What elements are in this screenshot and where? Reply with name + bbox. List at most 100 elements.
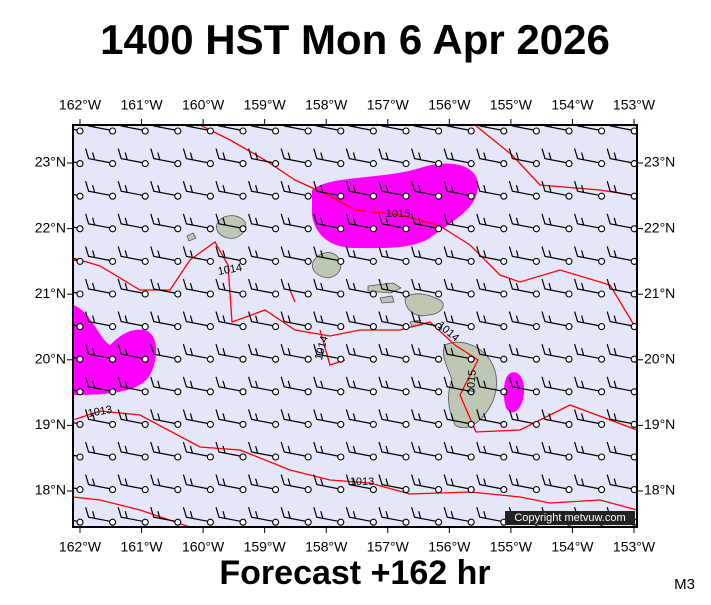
wind-barb bbox=[476, 181, 501, 196]
station bbox=[174, 453, 182, 461]
lat-label: 21°N bbox=[644, 285, 675, 301]
station bbox=[598, 486, 606, 494]
wind-barb bbox=[313, 344, 338, 359]
station bbox=[76, 290, 84, 298]
station bbox=[174, 518, 182, 526]
station bbox=[272, 192, 280, 200]
station bbox=[206, 323, 214, 331]
lon-label: 155°W bbox=[490, 539, 533, 555]
isobar bbox=[289, 289, 296, 303]
lon-label: 161°W bbox=[120, 97, 163, 113]
wind-barb bbox=[378, 507, 404, 522]
station bbox=[435, 225, 443, 233]
station bbox=[206, 355, 214, 363]
station bbox=[402, 160, 410, 168]
map-frame bbox=[72, 124, 638, 528]
station bbox=[565, 127, 573, 135]
wind-barb bbox=[574, 246, 599, 261]
precip-area bbox=[73, 305, 157, 395]
station bbox=[272, 160, 280, 168]
station bbox=[109, 192, 117, 200]
station bbox=[435, 388, 443, 396]
station bbox=[435, 420, 443, 428]
lon-label: 157°W bbox=[367, 97, 410, 113]
station bbox=[532, 420, 540, 428]
wind-barb bbox=[215, 181, 241, 196]
wind-barb bbox=[541, 213, 567, 229]
lat-label: 19°N bbox=[35, 416, 66, 432]
wind-barb bbox=[411, 148, 436, 164]
station bbox=[109, 225, 117, 233]
precip-area bbox=[503, 372, 525, 413]
wind-barb bbox=[150, 474, 175, 490]
station bbox=[141, 388, 149, 396]
isobar-label: 1014 bbox=[217, 262, 243, 278]
station bbox=[109, 290, 117, 298]
wind-barb bbox=[606, 344, 632, 359]
isobar bbox=[73, 241, 637, 433]
wind-barb bbox=[411, 507, 436, 522]
station bbox=[532, 192, 540, 200]
wind-barb bbox=[574, 344, 599, 359]
wind-barb bbox=[215, 507, 241, 522]
wind-barb bbox=[280, 148, 306, 164]
station bbox=[532, 453, 540, 461]
station bbox=[141, 518, 149, 526]
wind-barb bbox=[85, 181, 110, 196]
wind-barb bbox=[574, 409, 599, 424]
wind-barb bbox=[248, 246, 273, 261]
station bbox=[598, 323, 606, 331]
station bbox=[402, 388, 410, 396]
station bbox=[532, 355, 540, 363]
station bbox=[467, 323, 475, 331]
wind-barb bbox=[280, 376, 306, 392]
wind-barb bbox=[117, 278, 143, 294]
wind-barb bbox=[117, 507, 143, 522]
wind-barb bbox=[411, 344, 436, 359]
station bbox=[565, 453, 573, 461]
station bbox=[402, 323, 410, 331]
station bbox=[598, 290, 606, 298]
station bbox=[630, 388, 637, 396]
station bbox=[304, 323, 312, 331]
station bbox=[369, 518, 377, 526]
wind-barb bbox=[443, 181, 469, 196]
station bbox=[402, 486, 410, 494]
station bbox=[206, 518, 214, 526]
wind-barb bbox=[248, 376, 273, 392]
wind-barb bbox=[150, 246, 175, 261]
station bbox=[467, 388, 475, 396]
wind-barb bbox=[117, 441, 143, 457]
station bbox=[272, 355, 280, 363]
wind-barb bbox=[280, 344, 306, 359]
lon-label: 158°W bbox=[305, 539, 348, 555]
lon-label: 161°W bbox=[120, 539, 163, 555]
wind-barb bbox=[117, 181, 143, 196]
wind-barb bbox=[443, 278, 469, 294]
wind-barb bbox=[313, 246, 338, 261]
wind-barb bbox=[85, 148, 110, 164]
wind-barb bbox=[476, 376, 501, 392]
station bbox=[598, 420, 606, 428]
station bbox=[141, 486, 149, 494]
wind-barb bbox=[150, 213, 175, 229]
wind-barb bbox=[541, 474, 567, 490]
wind-barb bbox=[574, 148, 599, 164]
lat-label: 20°N bbox=[35, 351, 66, 367]
wind-barb bbox=[150, 311, 175, 327]
wind-barb bbox=[182, 213, 208, 229]
station bbox=[76, 388, 84, 396]
wind-barb bbox=[150, 376, 175, 392]
wind-barb bbox=[345, 507, 371, 522]
wind-barb bbox=[313, 148, 338, 164]
station bbox=[174, 225, 182, 233]
wind-barb bbox=[476, 213, 501, 229]
wind-barb bbox=[182, 441, 208, 457]
station bbox=[174, 323, 182, 331]
wind-barb bbox=[411, 409, 436, 424]
wind-barb bbox=[345, 409, 371, 424]
station bbox=[174, 192, 182, 200]
station bbox=[402, 192, 410, 200]
station bbox=[337, 127, 345, 135]
